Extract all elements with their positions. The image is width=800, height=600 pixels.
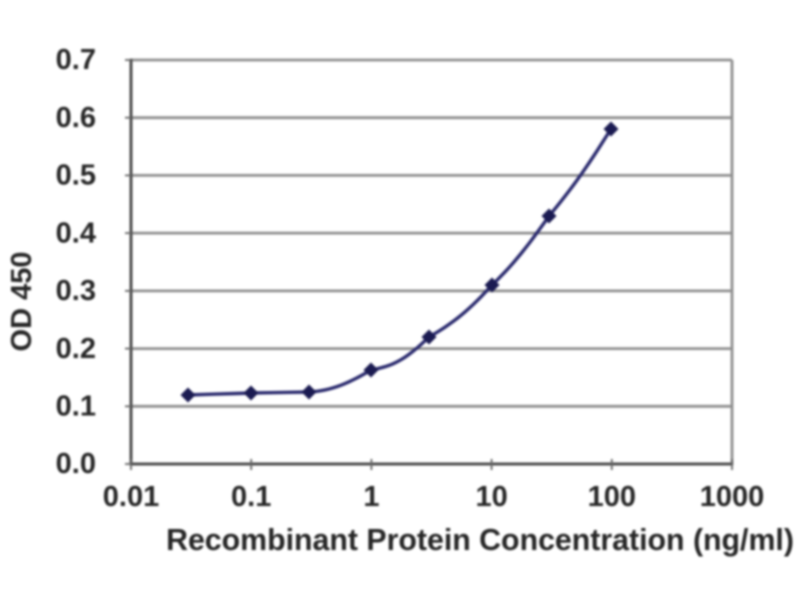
- svg-text:0.01: 0.01: [103, 481, 159, 513]
- svg-text:0.0: 0.0: [56, 448, 96, 480]
- svg-text:0.1: 0.1: [231, 481, 271, 513]
- svg-text:0.6: 0.6: [56, 102, 96, 134]
- svg-text:100: 100: [588, 481, 636, 513]
- svg-text:10: 10: [475, 481, 507, 513]
- svg-text:0.3: 0.3: [56, 275, 96, 307]
- svg-text:Recombinant Protein Concentrat: Recombinant Protein Concentration (ng/ml…: [166, 524, 794, 557]
- svg-text:0.7: 0.7: [56, 44, 96, 76]
- svg-text:0.2: 0.2: [56, 333, 96, 365]
- svg-text:0.5: 0.5: [56, 160, 96, 192]
- svg-text:0.4: 0.4: [56, 217, 96, 249]
- svg-text:1000: 1000: [700, 481, 765, 513]
- svg-text:1: 1: [363, 481, 379, 513]
- svg-text:OD 450: OD 450: [6, 252, 38, 352]
- svg-text:0.1: 0.1: [56, 391, 96, 423]
